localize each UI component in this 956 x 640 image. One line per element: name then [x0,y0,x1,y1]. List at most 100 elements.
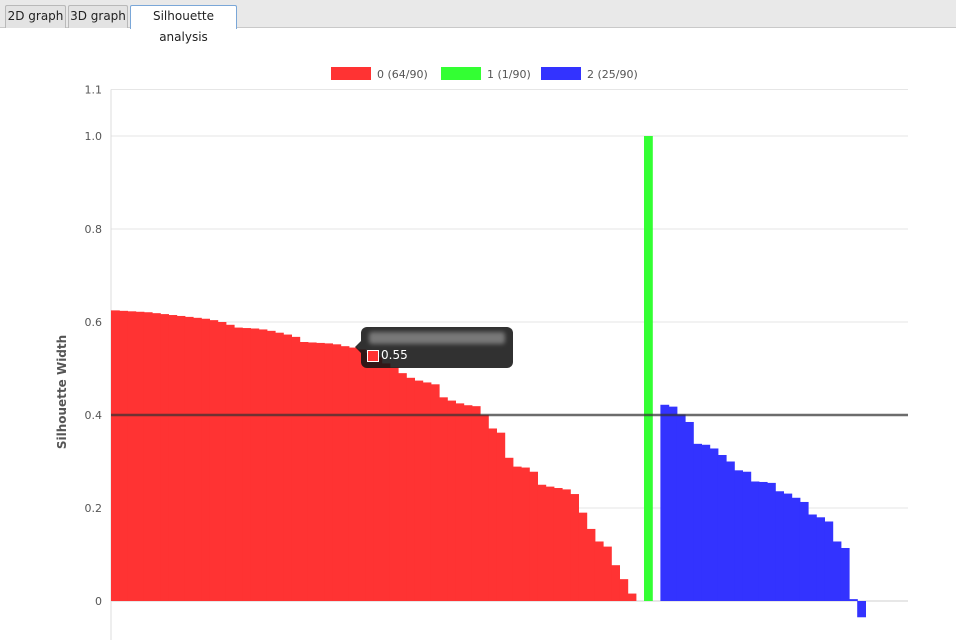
bar-series-2 [816,517,825,601]
bar-series-0 [111,310,120,601]
bar-series-2 [668,406,678,601]
bar-series-0 [447,400,456,601]
y-tick-label: 1.1 [85,84,103,97]
bar-series-0 [127,311,137,601]
bar-series-0 [135,311,145,601]
bar-series-0 [430,384,440,601]
bar-series-0 [242,328,251,601]
bar-series-0 [603,546,612,601]
bar-series-2 [783,493,793,601]
bar-series-0 [406,377,415,601]
bar-series-2 [750,481,760,601]
bar-series-0 [348,347,358,601]
bar-series-0 [439,397,448,601]
legend-swatch [441,67,481,80]
bar-series-2 [701,444,711,601]
bar-series-0 [324,343,333,601]
bar-series-0 [283,334,292,601]
bar-series-0 [381,363,391,601]
bar-series-2 [742,471,752,601]
bar-series-0 [619,579,629,601]
bar-series-0 [193,317,202,601]
bar-series-0 [234,327,243,601]
bar-series-2 [758,481,768,601]
tab-bar: 2D graph 3D graph Silhouette analysis [0,0,956,44]
y-axis-title: Silhouette Width [55,335,69,449]
bar-series-2 [709,448,719,601]
tooltip-color-swatch [367,350,379,362]
bar-series-2 [857,601,866,618]
bar-series-0 [143,312,153,601]
bar-series-2 [717,454,727,601]
bar-series-0 [184,316,194,601]
bar-series-0 [570,494,579,601]
bar-series-0 [160,314,169,601]
bar-series-0 [373,357,383,601]
bar-series-0 [422,382,432,601]
bar-series-0 [258,329,268,601]
bar-series-0 [553,488,563,601]
bar-series-0 [455,403,465,601]
bar-series-0 [217,322,227,601]
bar-series-0 [357,349,366,601]
bar-series-0 [291,336,301,601]
bar-series-0 [250,328,260,601]
bar-series-0 [266,330,276,601]
legend-swatch [331,67,371,80]
tab-silhouette-analysis[interactable]: Silhouette analysis [130,5,237,44]
bar-series-2 [791,497,801,601]
bar-series-2 [832,541,842,601]
bar-series-0 [537,484,547,601]
bar-series-0 [594,541,604,601]
bar-series-2 [685,421,694,601]
bar-series-0 [389,367,399,601]
bar-series-0 [398,373,407,601]
bar-series-0 [365,352,374,601]
tab-3d-graph[interactable]: 3D graph [68,5,128,28]
bar-series-0 [488,428,497,601]
bar-series-0 [586,528,596,601]
bar-series-2 [676,414,686,601]
bar-series-2 [660,404,670,601]
y-tick-label: 0.4 [85,409,103,422]
bar-series-0 [152,313,161,601]
bar-series-2 [849,599,858,601]
legend-swatch [541,67,581,80]
bar-series-2 [824,521,834,601]
silhouette-chart: 0 0.2 0.4 0.6 0.8 1.0 1.1 Silhouette Width 0 (64… [55,67,908,640]
y-tick-label: 0.2 [85,502,103,515]
legend-label: 0 (64/90) [377,68,428,81]
bar-series-2 [767,482,776,601]
bar-series-0 [545,486,555,601]
chart-tooltip: 0.55 [355,327,513,368]
bar-series-0 [307,342,317,601]
tab-2d-graph[interactable]: 2D graph [5,5,66,28]
legend-label: 1 (1/90) [487,68,531,81]
bar-series-0 [504,457,514,601]
bar-series-0 [275,332,284,601]
bar-series-0 [299,341,309,601]
y-tick-label: 1.0 [85,130,103,143]
bar-series-0 [176,315,186,601]
bar-series-2 [775,491,784,601]
bar-series-2 [799,501,809,601]
bar-series-0 [463,405,473,601]
y-tick-label: 0 [95,595,102,608]
bar-series-0 [521,467,530,601]
bar-series-0 [201,318,210,601]
bar-series-0 [578,512,588,601]
bar-series-0 [627,593,637,601]
bar-series-0 [529,471,538,601]
bar-series-2 [726,461,735,601]
y-tick-label: 0.8 [85,223,103,236]
bar-series-0 [225,324,235,601]
bar-series-0 [316,342,325,601]
bar-series-0 [496,432,506,601]
legend-label: 2 (25/90) [587,68,638,81]
bar-series-0 [340,346,350,601]
bar-series-0 [471,406,481,601]
tooltip-title-blurred [369,332,505,344]
tooltip-value: 0.55 [381,348,408,362]
bar-series-0 [168,315,178,601]
bar-series-0 [611,565,620,601]
